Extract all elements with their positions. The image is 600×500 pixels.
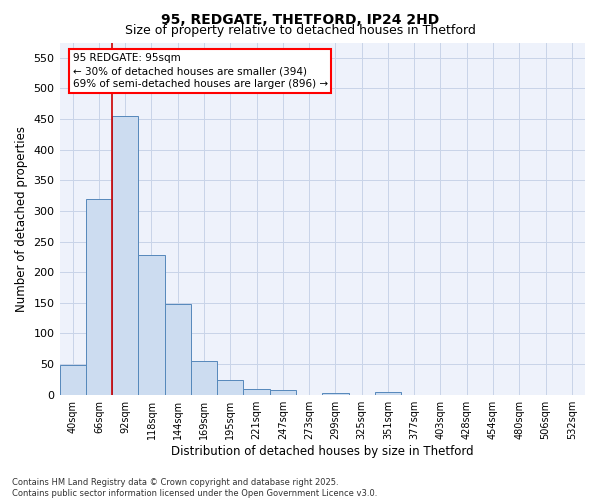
Bar: [217, 380, 244, 394]
Bar: [244, 389, 270, 394]
Text: Size of property relative to detached houses in Thetford: Size of property relative to detached ho…: [125, 24, 475, 37]
Bar: [112, 116, 139, 394]
Title: 95, REDGATE, THETFORD, IP24 2HD
Size of property relative to detached houses in : 95, REDGATE, THETFORD, IP24 2HD Size of …: [0, 499, 1, 500]
Y-axis label: Number of detached properties: Number of detached properties: [15, 126, 28, 312]
Bar: [375, 392, 401, 394]
Text: 95, REDGATE, THETFORD, IP24 2HD: 95, REDGATE, THETFORD, IP24 2HD: [161, 12, 439, 26]
Bar: [164, 304, 191, 394]
Bar: [270, 390, 296, 394]
X-axis label: Distribution of detached houses by size in Thetford: Distribution of detached houses by size …: [171, 444, 473, 458]
Text: 95 REDGATE: 95sqm
← 30% of detached houses are smaller (394)
69% of semi-detache: 95 REDGATE: 95sqm ← 30% of detached hous…: [73, 53, 328, 90]
Bar: [86, 198, 112, 394]
Text: Contains HM Land Registry data © Crown copyright and database right 2025.
Contai: Contains HM Land Registry data © Crown c…: [12, 478, 377, 498]
Bar: [59, 366, 86, 394]
Bar: [139, 255, 164, 394]
Bar: [191, 361, 217, 394]
